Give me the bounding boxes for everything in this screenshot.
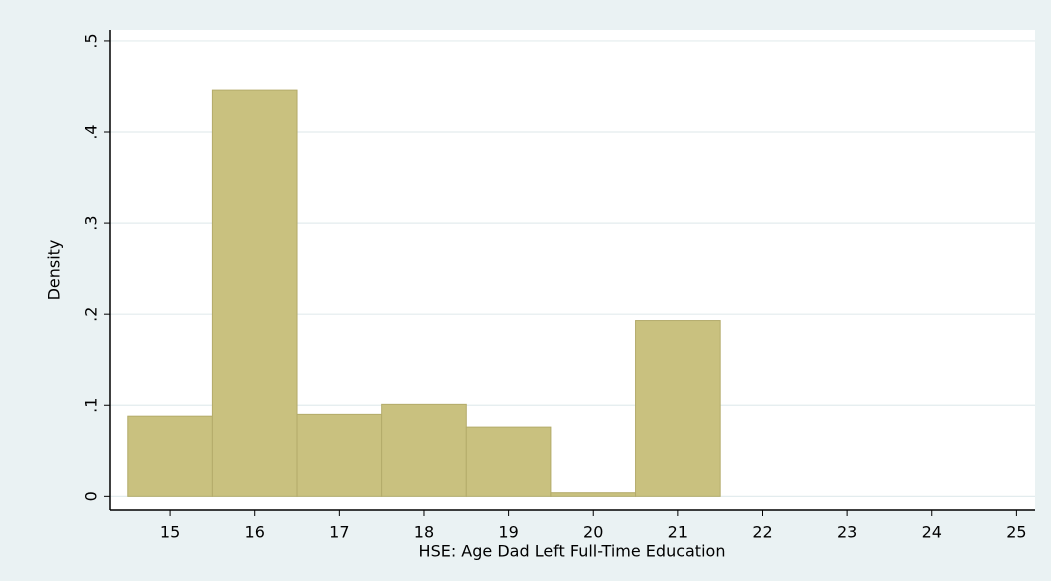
x-tick-label: 20 [583, 523, 603, 542]
bar [381, 403, 467, 497]
bar [550, 492, 637, 497]
y-tick-label: 0 [82, 491, 101, 501]
y-tick-label: .4 [82, 124, 101, 139]
x-tick-label: 25 [1006, 523, 1026, 542]
y-tick-label: .2 [82, 307, 101, 322]
bar [465, 426, 552, 497]
x-axis-label: HSE: Age Dad Left Full-Time Education [419, 542, 726, 561]
x-tick-label: 17 [329, 523, 349, 542]
x-tick-label: 16 [245, 523, 265, 542]
y-axis-label: Density [45, 240, 64, 301]
bar [296, 413, 383, 497]
x-tick-label: 23 [837, 523, 857, 542]
x-tick-label: 18 [414, 523, 434, 542]
bar [127, 415, 213, 497]
y-tick-label: .1 [82, 398, 101, 413]
bar [211, 89, 298, 497]
bar [635, 320, 721, 497]
x-tick-label: 22 [752, 523, 772, 542]
x-tick-label: 19 [498, 523, 518, 542]
x-tick-label: 21 [668, 523, 688, 542]
x-tick-label: 24 [922, 523, 942, 542]
x-tick-label: 15 [160, 523, 180, 542]
y-tick-label: .3 [82, 215, 101, 230]
y-tick-label: .5 [82, 33, 101, 48]
